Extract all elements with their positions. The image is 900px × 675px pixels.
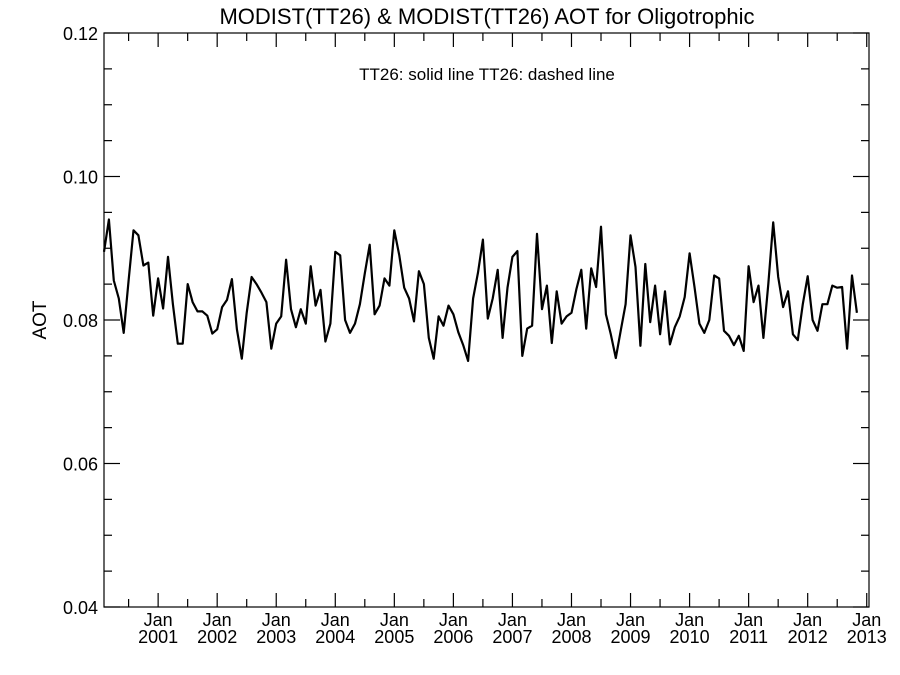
x-tick-month: Jan: [144, 610, 173, 630]
x-tick-month: Jan: [675, 610, 704, 630]
x-tick-month: Jan: [380, 610, 409, 630]
x-tick-month: Jan: [616, 610, 645, 630]
x-tick-year: 2003: [256, 627, 296, 647]
x-tick-year: 2001: [138, 627, 178, 647]
series-line-solid: [102, 218, 858, 362]
x-tick-month: Jan: [439, 610, 468, 630]
y-tick-label: 0.08: [63, 311, 98, 331]
x-tick-year: 2006: [433, 627, 473, 647]
x-tick-year: 2004: [315, 627, 355, 647]
y-axis-label: AOT: [30, 300, 51, 339]
plot-frame: [103, 32, 870, 608]
x-tick-year: 2012: [788, 627, 828, 647]
x-tick-month: Jan: [203, 610, 232, 630]
y-tick-label: 0.12: [63, 24, 98, 44]
x-tick-year: 2013: [847, 627, 887, 647]
y-tick-label: 0.10: [63, 168, 98, 188]
x-tick-year: 2002: [197, 627, 237, 647]
x-tick-month: Jan: [734, 610, 763, 630]
x-tick-month: Jan: [498, 610, 527, 630]
y-tick-label: 0.04: [63, 598, 98, 618]
x-tick-year: 2010: [670, 627, 710, 647]
x-tick-month: Jan: [557, 610, 586, 630]
x-tick-month: Jan: [793, 610, 822, 630]
x-tick-month: Jan: [262, 610, 291, 630]
series-layer: [102, 218, 858, 362]
x-tick-year: 2008: [551, 627, 591, 647]
chart-title: MODIST(TT26) & MODIST(TT26) AOT for Olig…: [219, 4, 754, 29]
x-tick-year: 2011: [729, 627, 768, 647]
x-tick-year: 2007: [492, 627, 532, 647]
x-tick-year: 2005: [374, 627, 414, 647]
x-tick-month: Jan: [321, 610, 350, 630]
x-tick-month: Jan: [852, 610, 881, 630]
x-tick-year: 2009: [611, 627, 651, 647]
x-axis-ticks: Jan2001Jan2002Jan2003Jan2004Jan2005Jan20…: [128, 33, 887, 647]
legend-text: TT26: solid line TT26: dashed line: [359, 65, 615, 84]
y-tick-label: 0.06: [63, 455, 98, 475]
